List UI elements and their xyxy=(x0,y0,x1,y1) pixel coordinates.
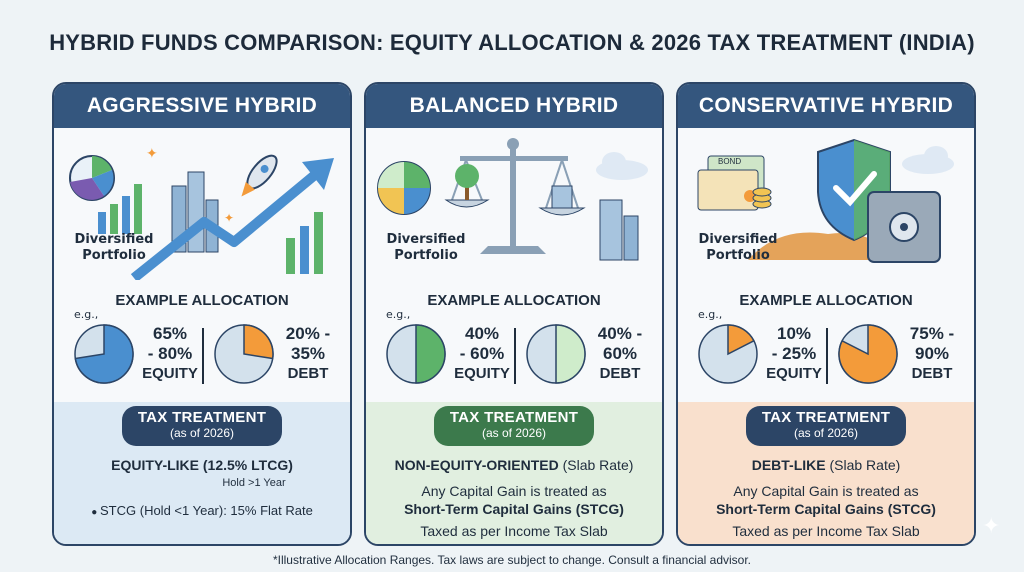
tax-treatment-badge: TAX TREATMENT (as of 2026) xyxy=(746,406,906,446)
tax-treatment-badge: TAX TREATMENT (as of 2026) xyxy=(434,406,594,446)
tax-classification: DEBT-LIKE (Slab Rate) xyxy=(751,457,901,473)
portfolio-label: Diversified Portfolio xyxy=(698,232,778,263)
portfolio-label: Diversified Portfolio xyxy=(74,232,154,263)
example-allocation-title: EXAMPLE ALLOCATION xyxy=(427,292,601,309)
balanced-hybrid-card: BALANCED HYBRID Diversified Portfolio xyxy=(364,82,664,546)
debt-pie xyxy=(214,324,274,384)
debt-slice xyxy=(555,324,586,384)
example-allocation-title: EXAMPLE ALLOCATION xyxy=(739,292,913,309)
card-header: AGGRESSIVE HYBRID xyxy=(54,84,350,128)
portfolio-label: Diversified Portfolio xyxy=(386,232,466,263)
aggressive-hybrid-card: AGGRESSIVE HYBRID ✦ ✦ Diversifie xyxy=(52,82,352,546)
page-title: HYBRID FUNDS COMPARISON: EQUITY ALLOCATI… xyxy=(49,30,975,55)
hold-note: Hold >1 Year xyxy=(222,477,286,489)
eg-label: e.g., xyxy=(698,308,723,321)
growth-illustration: ✦ ✦ xyxy=(69,146,334,280)
equity-slice xyxy=(74,324,134,384)
tax-classification: NON-EQUITY-ORIENTED (Slab Rate) xyxy=(394,457,634,473)
equity-pie xyxy=(698,324,758,384)
debt-slice xyxy=(838,324,898,384)
debt-percent: 40% - 60% DEBT xyxy=(597,324,643,382)
debt-slice xyxy=(243,324,274,360)
disclaimer-footer: *Illustrative Allocation Ranges. Tax law… xyxy=(272,553,752,567)
equity-pie xyxy=(386,324,446,384)
equity-slice xyxy=(415,324,446,384)
allocation-divider xyxy=(826,328,828,384)
sparkle-icon: ✦ xyxy=(982,514,1001,539)
equity-percent: 65% - 80% EQUITY xyxy=(142,324,198,382)
equity-slice xyxy=(727,324,755,356)
svg-text:✦: ✦ xyxy=(146,146,158,162)
tax-explanation: Any Capital Gain is treated as Short-Ter… xyxy=(716,483,936,539)
svg-text:BOND: BOND xyxy=(718,157,741,166)
equity-pie xyxy=(74,324,134,384)
allocation-divider xyxy=(514,328,516,384)
debt-percent: 20% - 35% DEBT xyxy=(285,324,331,382)
tax-treatment-badge: TAX TREATMENT (as of 2026) xyxy=(122,406,282,446)
eg-label: e.g., xyxy=(74,308,99,321)
debt-pie xyxy=(838,324,898,384)
stcg-line: ● STCG (Hold <1 Year): 15% Flat Rate xyxy=(91,503,313,518)
allocation-divider xyxy=(202,328,204,384)
eg-label: e.g., xyxy=(386,308,411,321)
equity-percent: 10% - 25% EQUITY xyxy=(766,324,822,382)
equity-percent: 40% - 60% EQUITY xyxy=(454,324,510,382)
debt-pie xyxy=(526,324,586,384)
safety-illustration: BOND xyxy=(697,138,954,263)
debt-percent: 75% - 90% DEBT xyxy=(909,324,955,382)
card-header: BALANCED HYBRID xyxy=(366,84,662,128)
conservative-hybrid-card: CONSERVATIVE HYBRID BOND Diversified Por… xyxy=(676,82,976,546)
card-header: CONSERVATIVE HYBRID xyxy=(678,84,974,128)
tax-classification: EQUITY-LIKE (12.5% LTCG) xyxy=(111,457,293,473)
balance-scale-illustration xyxy=(377,138,648,261)
example-allocation-title: EXAMPLE ALLOCATION xyxy=(115,292,289,309)
tax-explanation: Any Capital Gain is treated as Short-Ter… xyxy=(404,483,624,539)
svg-text:✦: ✦ xyxy=(224,211,234,225)
